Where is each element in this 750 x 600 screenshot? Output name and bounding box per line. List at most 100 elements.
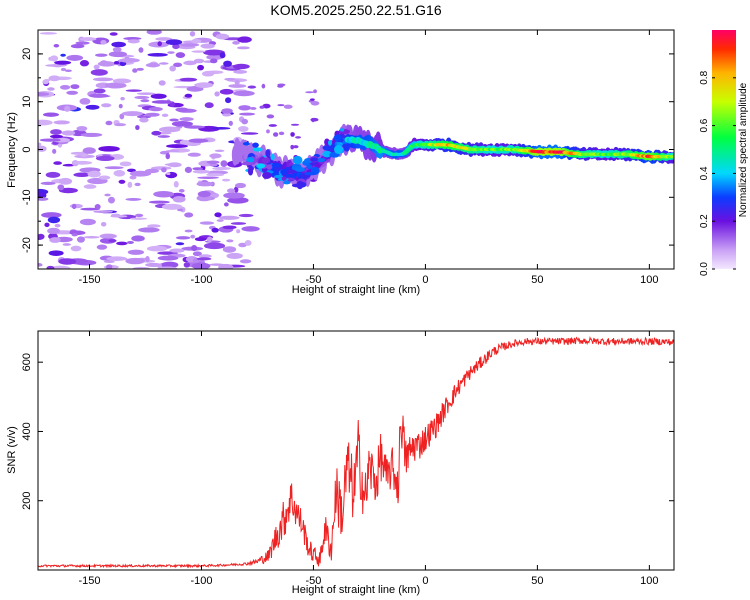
spectrogram-y-axis-label: Frequency (Hz) xyxy=(6,112,18,188)
noise-blob xyxy=(244,239,252,246)
noise-blob xyxy=(100,39,107,45)
noise-blob xyxy=(70,84,80,90)
noise-blob xyxy=(43,79,51,82)
noise-blob xyxy=(125,257,145,265)
ridge-clump xyxy=(270,153,275,161)
noise-blob xyxy=(198,254,212,258)
snr-line xyxy=(38,335,674,569)
noise-blob xyxy=(310,98,315,101)
noise-blob xyxy=(38,234,45,241)
noise-blob xyxy=(110,213,121,218)
noise-blob xyxy=(222,112,232,117)
noise-blob xyxy=(305,91,315,94)
noise-blob xyxy=(206,54,224,60)
noise-blob xyxy=(140,99,150,103)
noise-blob xyxy=(90,69,108,76)
noise-blob xyxy=(93,210,113,213)
noise-blob xyxy=(155,37,173,41)
noise-blob xyxy=(236,229,241,234)
ridge-clump xyxy=(294,167,306,172)
noise-blob xyxy=(203,49,225,56)
noise-blob xyxy=(266,129,270,134)
x-tick-label: 100 xyxy=(640,575,658,587)
ridge-clump xyxy=(274,174,284,179)
noise-blob xyxy=(108,51,128,58)
ridge-clump xyxy=(246,157,255,163)
spectrogram-x-axis-label: Height of straight line (km) xyxy=(292,284,420,296)
x-tick-label: -150 xyxy=(78,274,100,286)
noise-blob xyxy=(220,160,228,168)
noise-blob xyxy=(80,207,100,211)
ridge-clump xyxy=(261,157,271,164)
noise-blob xyxy=(60,84,71,90)
noise-blob xyxy=(237,36,252,43)
colorbar-tick-label: 0.8 xyxy=(699,70,710,84)
noise-blob xyxy=(173,180,179,188)
noise-blob xyxy=(169,248,185,253)
noise-blob xyxy=(224,77,236,81)
noise-blob xyxy=(41,212,62,218)
noise-blob xyxy=(226,252,243,259)
x-tick-label: -100 xyxy=(190,274,212,286)
noise-blob xyxy=(169,118,179,122)
ridge-clump xyxy=(333,134,342,142)
noise-blob xyxy=(39,32,58,35)
noise-blob xyxy=(227,197,249,204)
y-tick-label: 0 xyxy=(21,146,33,152)
noise-blob xyxy=(70,245,82,252)
noise-blob xyxy=(169,65,177,72)
spectrogram-y-ticks: -20 -10 0 10 20 xyxy=(21,29,674,270)
colorbar-tick-label: 0.6 xyxy=(699,118,710,132)
ridge-clump xyxy=(339,128,345,132)
noise-blob xyxy=(227,188,236,194)
colorbar-label: Normalized spectral amplitude xyxy=(738,82,749,217)
noise-blob xyxy=(99,237,117,244)
noise-blob xyxy=(290,123,300,126)
noise-blob xyxy=(239,259,252,264)
y-tick-label: -20 xyxy=(21,237,33,253)
noise-blob xyxy=(203,242,226,250)
noise-blob xyxy=(290,132,295,137)
noise-blob xyxy=(87,170,101,178)
noise-blob xyxy=(147,52,168,57)
noise-blob xyxy=(192,251,202,257)
x-tick-label: -50 xyxy=(305,575,321,587)
noise-blob xyxy=(202,70,215,77)
noise-blob xyxy=(46,265,55,269)
noise-blob xyxy=(165,149,180,153)
noise-blob xyxy=(76,236,85,243)
noise-blob xyxy=(295,136,301,139)
y-tick-label: 10 xyxy=(21,96,33,108)
noise-blob xyxy=(191,39,202,44)
noise-blob xyxy=(226,239,234,243)
noise-blob xyxy=(197,190,211,198)
y-tick-label: 20 xyxy=(21,48,33,60)
noise-blob xyxy=(157,266,178,269)
colorbar-tick-label: 0.4 xyxy=(699,166,710,180)
noise-blob xyxy=(50,265,71,269)
noise-blob xyxy=(273,132,279,137)
noise-blob xyxy=(113,60,120,65)
noise-blob xyxy=(79,218,96,226)
noise-blob xyxy=(105,120,113,126)
noise-blob xyxy=(148,107,163,112)
noise-blob xyxy=(188,138,209,143)
noise-blob xyxy=(232,40,240,45)
snr-y-ticks: 200 400 600 xyxy=(21,353,674,510)
spectrogram-ridge xyxy=(231,123,674,190)
noise-blob xyxy=(79,37,97,41)
noise-blob xyxy=(127,39,140,44)
chart-title: KOM5.2025.250.22.51.G16 xyxy=(270,2,441,18)
noise-blob xyxy=(100,221,107,227)
noise-blob xyxy=(214,149,225,153)
noise-blob xyxy=(232,63,250,70)
noise-blob xyxy=(71,233,78,237)
colorbar: 0.0 0.2 0.4 0.6 0.8 Normalized spectral ampl… xyxy=(699,30,749,276)
ridge-clump xyxy=(327,139,333,146)
noise-blob xyxy=(53,43,60,48)
noise-blob xyxy=(184,166,193,173)
noise-blob xyxy=(158,80,166,86)
noise-blob xyxy=(209,153,222,159)
ridge-clump xyxy=(310,157,318,162)
